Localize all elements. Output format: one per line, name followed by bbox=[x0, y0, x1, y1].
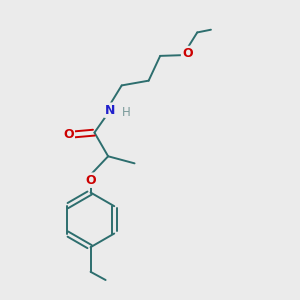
Text: O: O bbox=[63, 128, 74, 141]
Text: N: N bbox=[105, 104, 115, 117]
Text: H: H bbox=[122, 106, 130, 119]
Text: O: O bbox=[182, 47, 193, 60]
Text: O: O bbox=[85, 174, 96, 187]
